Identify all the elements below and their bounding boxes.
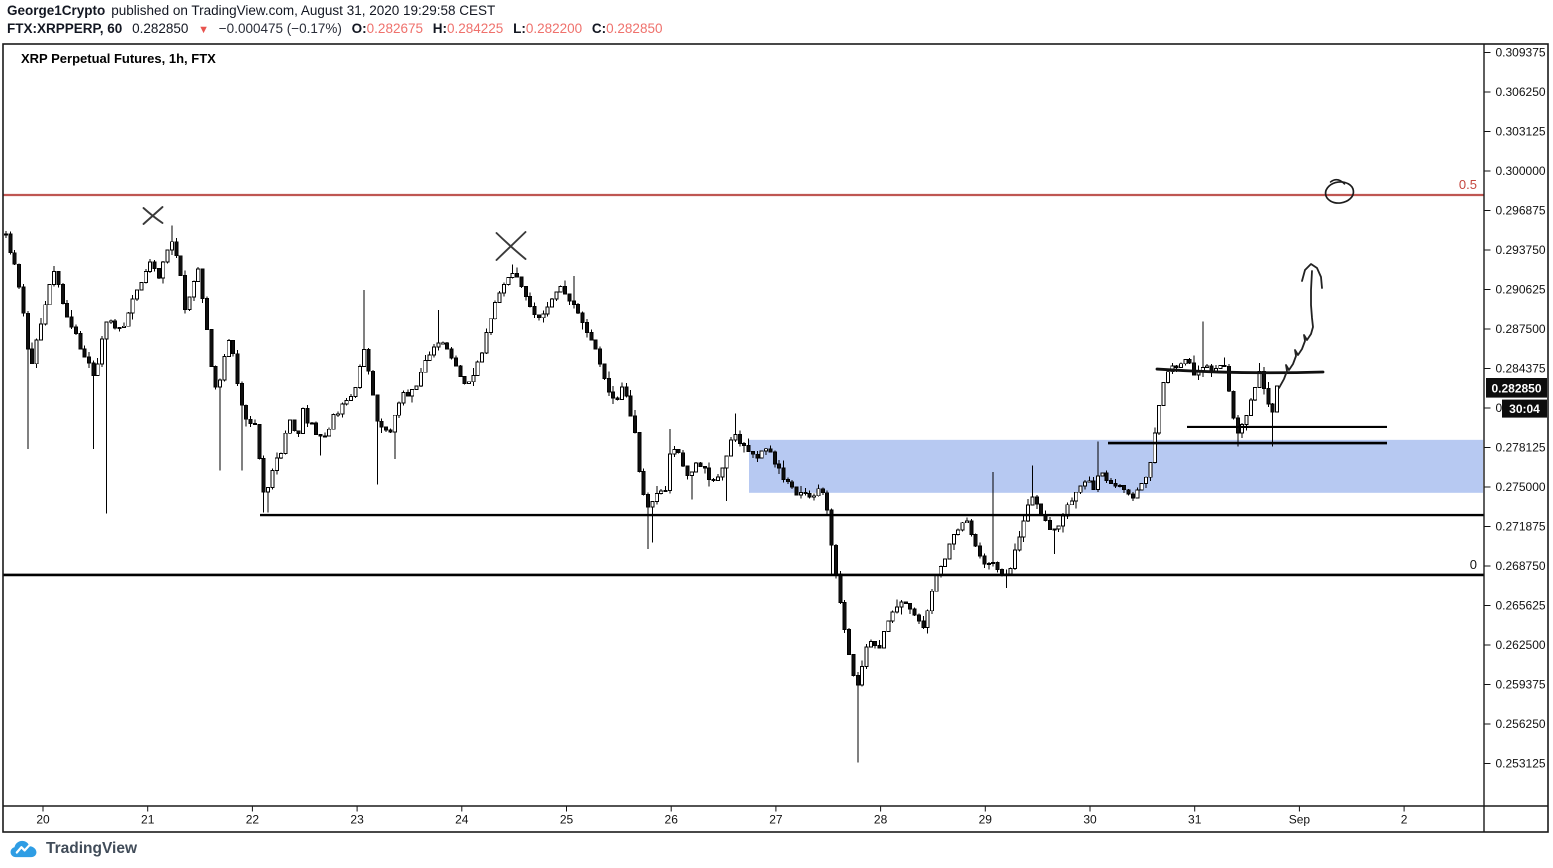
price-tick-label: 0.306250 bbox=[1496, 85, 1546, 99]
time-axis-label: 30 bbox=[1083, 813, 1097, 827]
quote-bar: FTX:XRPPERP, 60 0.282850 ▼ −0.000475 (−0… bbox=[7, 21, 662, 36]
price-axis[interactable] bbox=[1484, 44, 1548, 806]
price-tick-label: 0.293750 bbox=[1496, 243, 1546, 257]
symbol-label: FTX:XRPPERP, 60 bbox=[7, 21, 123, 36]
price-tick-label: 0.262500 bbox=[1496, 638, 1546, 652]
time-axis-label: Sep bbox=[1289, 813, 1311, 827]
price-tick-label: 0.296875 bbox=[1496, 204, 1546, 218]
price-tick-label: 0.290625 bbox=[1496, 283, 1546, 297]
time-axis-label: 23 bbox=[350, 813, 364, 827]
fib-05-label: 0.5 bbox=[1459, 177, 1477, 192]
price-tick-label: 0.309375 bbox=[1496, 46, 1546, 60]
arrow-annotation[interactable] bbox=[1278, 263, 1323, 389]
x-mark-2[interactable] bbox=[495, 231, 527, 261]
x-mark-1[interactable] bbox=[142, 206, 164, 225]
price-tick-label: 0.259375 bbox=[1496, 678, 1546, 692]
chart-border bbox=[2, 43, 1549, 833]
open-value: 0.282675 bbox=[366, 21, 423, 36]
price-tick-label: 0.275000 bbox=[1496, 480, 1546, 494]
high-value: 0.284225 bbox=[447, 21, 504, 36]
close-value: 0.282850 bbox=[606, 21, 663, 36]
publish-header: George1Crypto published on TradingView.co… bbox=[7, 3, 495, 18]
close-label: C: bbox=[591, 21, 607, 36]
high-label: H: bbox=[432, 21, 447, 36]
time-axis-label: 21 bbox=[141, 813, 155, 827]
price-tick-label: 0.271875 bbox=[1496, 520, 1546, 534]
down-arrow-icon: ▼ bbox=[198, 24, 210, 36]
price-tick-label: 0.303125 bbox=[1496, 125, 1546, 139]
price-badge bbox=[1486, 378, 1547, 398]
time-axis-label: 22 bbox=[246, 813, 260, 827]
time-axis-label: 27 bbox=[769, 813, 783, 827]
chart-canvas[interactable] bbox=[3, 44, 1484, 806]
price-tick-label: 0.287500 bbox=[1496, 322, 1546, 336]
price-tick-label: 0.300000 bbox=[1496, 164, 1546, 178]
price-tick-label: 0.265625 bbox=[1496, 599, 1546, 613]
price-tick-label: 0.284375 bbox=[1496, 362, 1546, 376]
time-axis[interactable] bbox=[3, 806, 1484, 832]
price-tick-label: 0.256250 bbox=[1496, 717, 1546, 731]
time-axis-label: 31 bbox=[1188, 813, 1202, 827]
time-axis-label: 29 bbox=[979, 813, 993, 827]
candles bbox=[3, 225, 1280, 763]
trendline[interactable] bbox=[1155, 367, 1325, 375]
time-axis-label: 25 bbox=[560, 813, 574, 827]
last-price: 0.282850 bbox=[132, 21, 189, 36]
price-change: −0.000475 (−0.17%) bbox=[218, 21, 342, 36]
fib-0-label: 0 bbox=[1470, 557, 1477, 572]
tradingview-attribution[interactable]: TradingView bbox=[9, 837, 137, 860]
publish-info: published on TradingView.com, August 31,… bbox=[111, 3, 496, 18]
tradingview-logo-icon bbox=[10, 840, 37, 858]
time-axis-label: 2 bbox=[1401, 813, 1408, 827]
author-name: George1Crypto bbox=[7, 3, 106, 18]
tradingview-wordmark: TradingView bbox=[46, 839, 138, 857]
circle-annotation[interactable] bbox=[1324, 178, 1355, 205]
low-label: L: bbox=[513, 21, 526, 36]
price-tick-label: 0.268750 bbox=[1496, 559, 1546, 573]
low-value: 0.282200 bbox=[525, 21, 583, 36]
time-axis-label: 20 bbox=[36, 813, 50, 827]
countdown-badge bbox=[1502, 399, 1547, 418]
time-axis-label: 26 bbox=[665, 813, 679, 827]
chart-title: XRP Perpetual Futures, 1h, FTX bbox=[21, 51, 216, 66]
price-tick-label: 0.278125 bbox=[1496, 441, 1546, 455]
open-label: O: bbox=[351, 21, 367, 36]
price-badge-value: 0.282850 bbox=[1491, 382, 1541, 396]
countdown-value: 30:04 bbox=[1509, 402, 1540, 416]
price-tick-label: 0.253125 bbox=[1496, 757, 1546, 771]
time-axis-label: 28 bbox=[874, 813, 888, 827]
time-axis-label: 24 bbox=[455, 813, 469, 827]
